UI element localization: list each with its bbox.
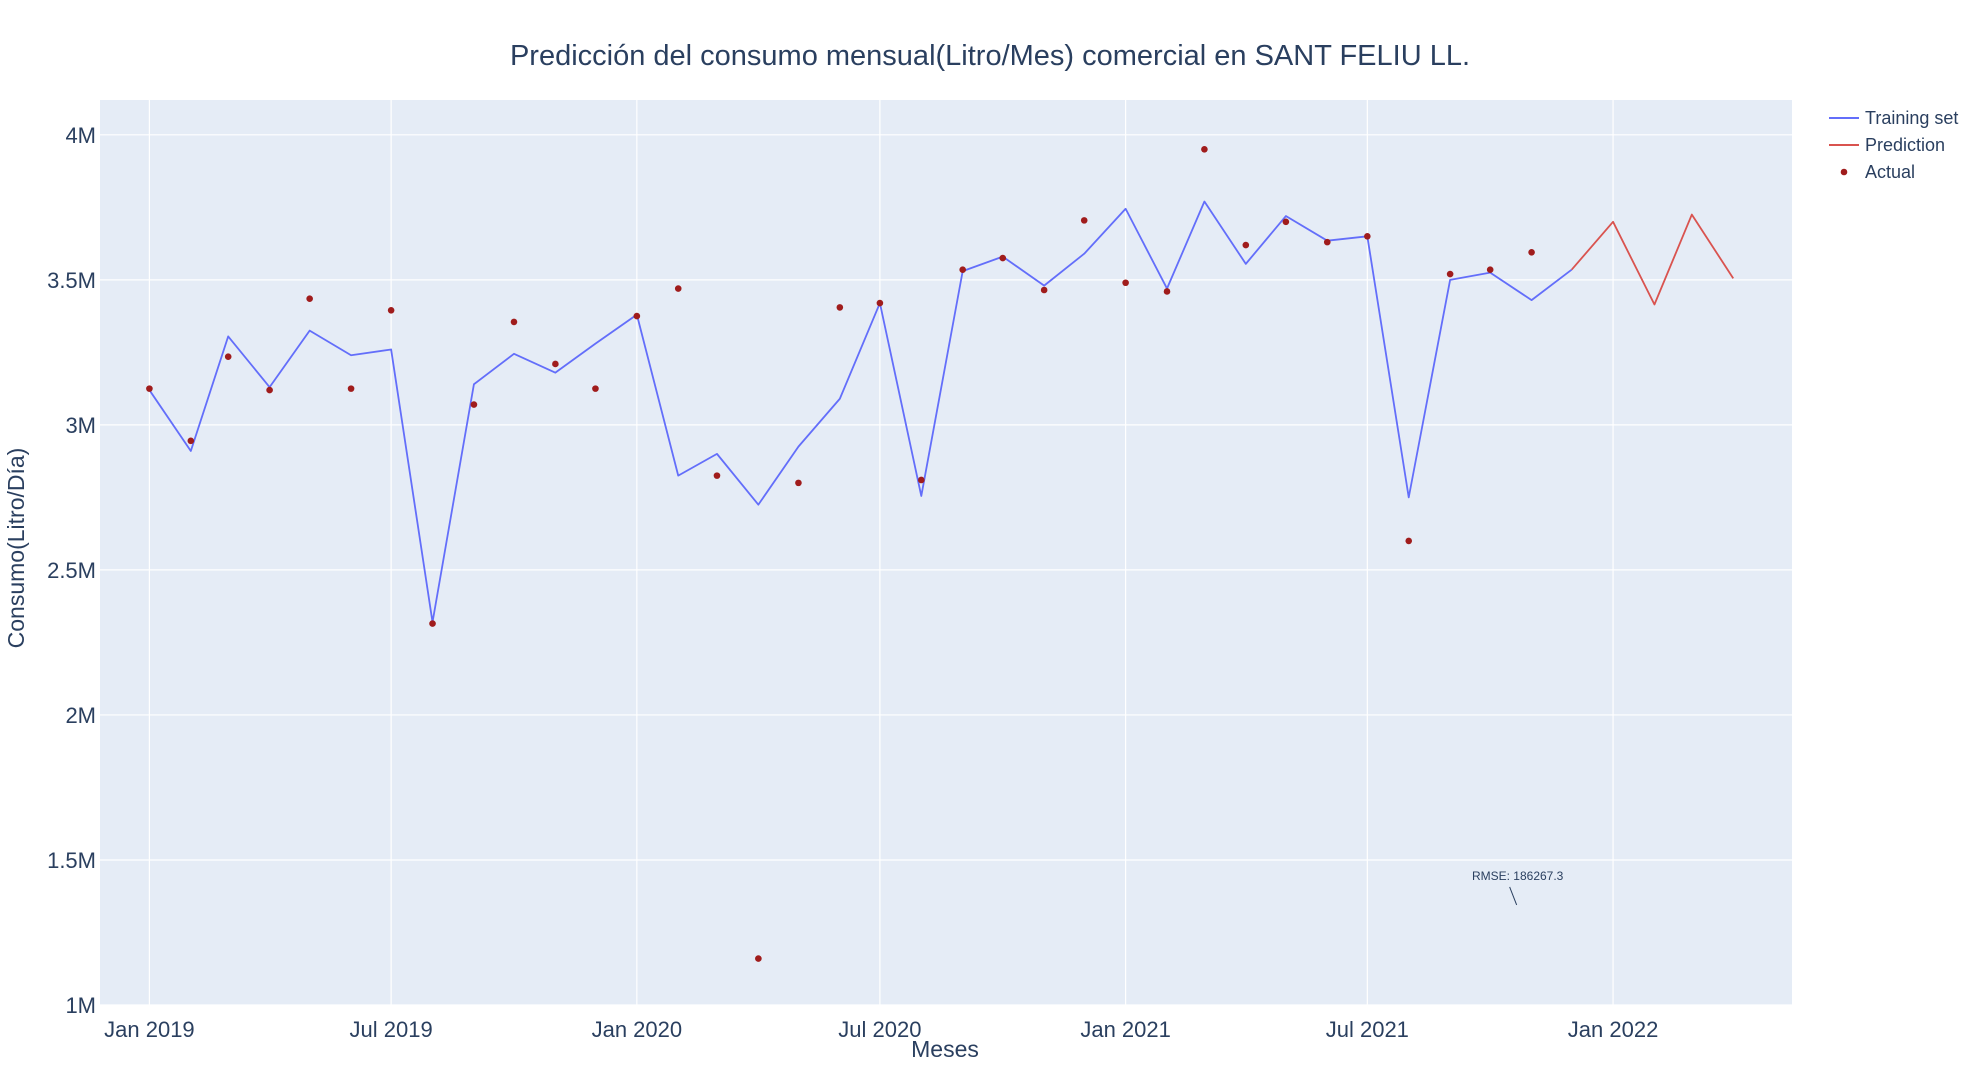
- series-actual: [146, 146, 1535, 962]
- actual-point: [876, 299, 884, 307]
- actual-point: [1201, 146, 1208, 153]
- y-axis-title: Consumo(Litro/Día): [3, 448, 29, 649]
- x-tick-label: Jul 2021: [1326, 1017, 1409, 1042]
- x-tick-label: Jul 2019: [350, 1017, 433, 1042]
- actual-point: [1080, 217, 1088, 224]
- legend-item-prediction: Prediction: [1829, 135, 1945, 155]
- legend-label: Training set: [1865, 108, 1958, 128]
- x-tick-label: Jan 2019: [104, 1017, 195, 1042]
- actual-point: [1446, 270, 1454, 278]
- actual-point: [755, 955, 762, 962]
- actual-point: [674, 285, 682, 292]
- legend-item-training-set: Training set: [1829, 108, 1958, 128]
- chart-title: Predicción del consumo mensual(Litro/Mes…: [510, 40, 1470, 72]
- legend: Training set Prediction Actual: [1829, 108, 1958, 182]
- annotation-arrow: [1509, 886, 1518, 906]
- actual-point: [633, 312, 641, 320]
- rmse-annotation: RMSE: 186267.3: [1472, 869, 1564, 906]
- actual-point: [1163, 288, 1171, 295]
- actual-point: [1364, 233, 1371, 240]
- actual-point: [836, 304, 844, 311]
- y-tick-label: 1M: [65, 993, 96, 1018]
- legend-item-actual: Actual: [1840, 162, 1915, 182]
- actual-point: [1040, 286, 1048, 294]
- series-line-training-set: [148, 200, 1573, 624]
- actual-point: [387, 306, 395, 314]
- actual-point: [1528, 248, 1535, 256]
- x-tick-label: Jan 2021: [1080, 1017, 1171, 1042]
- rmse-annotation-text: RMSE: 186267.3: [1472, 869, 1564, 883]
- actual-point: [592, 385, 599, 392]
- legend-swatch-actual: [1840, 168, 1848, 176]
- x-tick-label: Jan 2020: [592, 1017, 683, 1042]
- actual-point: [266, 386, 273, 394]
- actual-point: [1486, 266, 1494, 273]
- y-tick-label: 4M: [65, 123, 96, 148]
- actual-point: [187, 437, 195, 445]
- actual-point: [795, 479, 802, 487]
- series-training-set: [148, 200, 1573, 624]
- plot-area: [100, 100, 1792, 1005]
- y-tick-label: 3.5M: [47, 268, 96, 293]
- actual-point: [999, 254, 1007, 262]
- y-tick-label: 2.5M: [47, 558, 96, 583]
- y-tick-label: 2M: [65, 703, 96, 728]
- y-tick-label: 3M: [65, 413, 96, 438]
- actual-point: [510, 318, 518, 326]
- actual-point: [470, 401, 478, 408]
- legend-label: Actual: [1865, 162, 1915, 182]
- actual-point: [146, 385, 153, 392]
- actual-point: [1405, 537, 1413, 545]
- actual-point: [429, 620, 436, 627]
- y-tick-label: 1.5M: [47, 848, 96, 873]
- actual-point: [713, 472, 721, 479]
- actual-point: [306, 295, 313, 302]
- actual-point: [224, 353, 232, 361]
- actual-point: [917, 476, 925, 484]
- actual-point: [1242, 241, 1250, 249]
- series-line-prediction: [1570, 213, 1734, 306]
- x-tick-label: Jul 2020: [838, 1017, 921, 1042]
- actual-point: [1282, 218, 1290, 226]
- actual-point: [347, 385, 355, 392]
- series-prediction: [1570, 213, 1734, 306]
- actual-point: [552, 360, 559, 368]
- x-axis-title: Meses: [911, 1036, 979, 1062]
- actual-point: [1323, 238, 1331, 246]
- actual-point: [1122, 279, 1129, 287]
- legend-label: Prediction: [1865, 135, 1945, 155]
- actual-point: [959, 266, 966, 273]
- x-tick-label: Jan 2022: [1568, 1017, 1659, 1042]
